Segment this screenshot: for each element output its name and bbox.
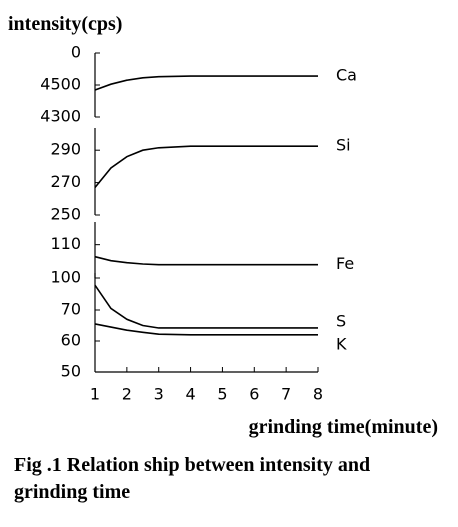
series-label: Ca xyxy=(336,66,357,85)
line xyxy=(94,75,318,91)
y-tick-label: 290 xyxy=(50,140,81,159)
y-tick-label: 60 xyxy=(61,331,81,350)
series-label: S xyxy=(336,311,346,330)
series-label: K xyxy=(336,334,347,353)
y-tick-label: 4300 xyxy=(40,107,81,126)
y-axis-label: intensity(cps) xyxy=(8,13,122,35)
x-tick-label: 8 xyxy=(313,385,323,404)
y-tick-label: 110 xyxy=(50,234,81,253)
y-tick-label: 70 xyxy=(61,300,81,319)
y-tick-label: 4500 xyxy=(40,75,81,94)
x-tick-label: 3 xyxy=(154,385,164,404)
series-label: Fe xyxy=(336,254,354,273)
x-axis-label: grinding time(minute) xyxy=(249,416,438,438)
line xyxy=(94,145,318,188)
x-tick-label: 4 xyxy=(185,385,195,404)
line xyxy=(94,284,318,329)
line xyxy=(94,323,318,336)
x-tick-label: 2 xyxy=(122,385,132,404)
y-tick-label: 250 xyxy=(50,205,81,224)
series-label: Si xyxy=(336,136,351,155)
line xyxy=(94,255,318,266)
y-tick-label: 50 xyxy=(61,362,81,381)
x-tick-label: 7 xyxy=(281,385,291,404)
y-tick-label: 270 xyxy=(50,172,81,191)
x-tick-label: 1 xyxy=(90,385,100,404)
x-tick-label: 6 xyxy=(249,385,259,404)
caption: Fig .1 Relation ship between intensity a… xyxy=(14,454,370,476)
caption: grinding time xyxy=(14,481,130,503)
x-tick-label: 5 xyxy=(217,385,227,404)
y-tick-label: 100 xyxy=(50,268,81,287)
y-tick-label: 0 xyxy=(71,43,81,62)
